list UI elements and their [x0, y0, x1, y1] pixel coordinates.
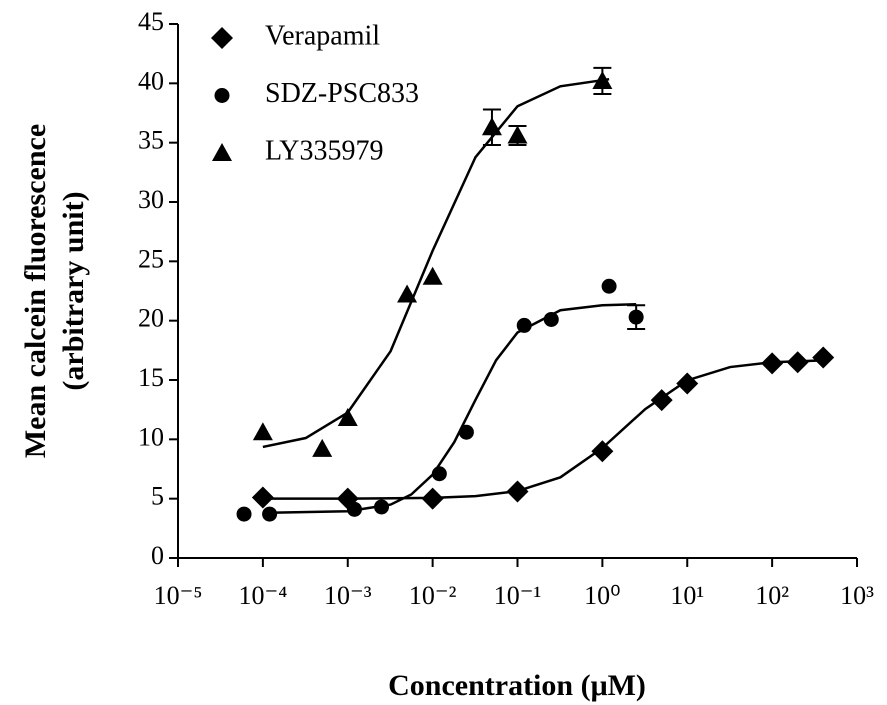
y-tick-label: 5	[151, 482, 164, 511]
circle-marker	[214, 88, 230, 103]
x-tick-label: 10⁻³	[324, 581, 372, 610]
circle-marker	[374, 499, 390, 515]
y-tick-label: 40	[138, 66, 164, 95]
fit-curve	[262, 359, 824, 500]
diamond-marker	[421, 487, 444, 510]
legend-label: LY335979	[265, 135, 384, 166]
x-tick-label: 10⁰	[584, 581, 620, 610]
triangle-marker	[481, 117, 502, 136]
y-tick-label: 35	[138, 126, 164, 155]
circle-marker	[431, 466, 447, 482]
circle-marker	[458, 424, 474, 440]
diamond-marker	[786, 351, 809, 374]
triangle-marker	[337, 407, 358, 426]
x-tick-label: 10⁻⁴	[238, 581, 287, 610]
triangle-marker	[252, 422, 273, 441]
triangle-marker	[592, 70, 613, 89]
x-tick-label: 10²	[755, 581, 789, 610]
legend-label: SDZ-PSC833	[265, 78, 419, 109]
circle-marker	[628, 309, 644, 325]
diamond-marker	[506, 480, 529, 503]
circle-marker	[236, 506, 252, 522]
triangle-marker	[507, 125, 528, 144]
legend-label: Verapamil	[265, 20, 380, 51]
x-tick-label: 10⁻²	[409, 581, 457, 610]
circle-marker	[543, 311, 559, 327]
diamond-marker	[761, 352, 784, 375]
circle-marker	[601, 278, 617, 294]
diamond-marker	[591, 440, 614, 463]
fit-curve	[262, 77, 610, 449]
circle-marker	[262, 506, 278, 522]
fit-curve	[262, 303, 637, 515]
x-tick-label: 10⁻⁵	[154, 581, 203, 610]
triangle-marker	[397, 284, 418, 303]
y-axis-title: (arbitrary unit)	[57, 191, 90, 390]
circle-marker	[516, 317, 532, 333]
diamond-marker	[676, 372, 699, 395]
diamond-marker	[211, 27, 233, 49]
circle-marker	[346, 501, 362, 517]
x-tick-label: 10⁻¹	[494, 581, 542, 610]
x-axis-title: Concentration (μM)	[388, 669, 646, 702]
y-axis-title-group: Mean calcein fluorescence (arbitrary uni…	[19, 124, 90, 458]
y-tick-label: 0	[151, 541, 164, 570]
y-tick-label: 10	[138, 422, 164, 451]
triangle-marker	[422, 266, 443, 285]
x-tick-label: 10¹	[670, 581, 704, 610]
triangle-marker	[212, 143, 232, 161]
y-tick-label: 45	[138, 7, 164, 36]
diamond-marker	[650, 389, 673, 412]
y-tick-label: 25	[138, 244, 164, 273]
y-tick-label: 15	[138, 363, 164, 392]
y-tick-label: 30	[138, 185, 164, 214]
y-tick-label: 20	[138, 304, 164, 333]
diamond-marker	[251, 486, 274, 509]
triangle-marker	[312, 438, 333, 457]
y-axis-title: Mean calcein fluorescence	[19, 124, 52, 458]
x-tick-label: 10³	[840, 581, 874, 610]
diamond-marker	[812, 346, 835, 369]
